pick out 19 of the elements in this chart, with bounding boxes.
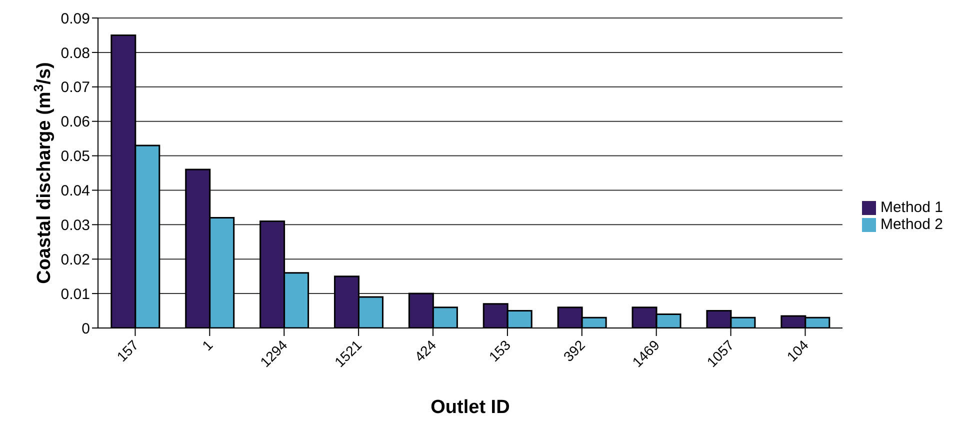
legend-label: Method 1 (880, 198, 943, 216)
legend-label: Method 2 (880, 216, 943, 232)
y-tick-label: 0.09 (60, 10, 90, 28)
x-tick-label: 424 (411, 336, 440, 365)
x-tick-label: 1 (198, 336, 216, 354)
y-tick-label: 0.05 (60, 148, 90, 166)
y-tick-label: 0.02 (60, 251, 90, 268)
x-tick-label: 153 (486, 336, 514, 365)
x-tick-label: 104 (784, 336, 812, 365)
y-tick-label: 0.03 (60, 216, 90, 234)
x-tick-label: 392 (560, 336, 588, 365)
y-tick-label: 0 (82, 320, 90, 338)
y-tick-label: 0.04 (60, 182, 90, 200)
y-tick-label: 0.01 (60, 286, 90, 303)
y-tick-label: 0.08 (60, 44, 90, 62)
y-tick-label: 0.06 (60, 114, 90, 131)
x-tick-label: 157 (114, 336, 142, 365)
y-tick-label: 0.07 (60, 79, 90, 96)
x-axis-title: Outlet ID (430, 397, 510, 418)
